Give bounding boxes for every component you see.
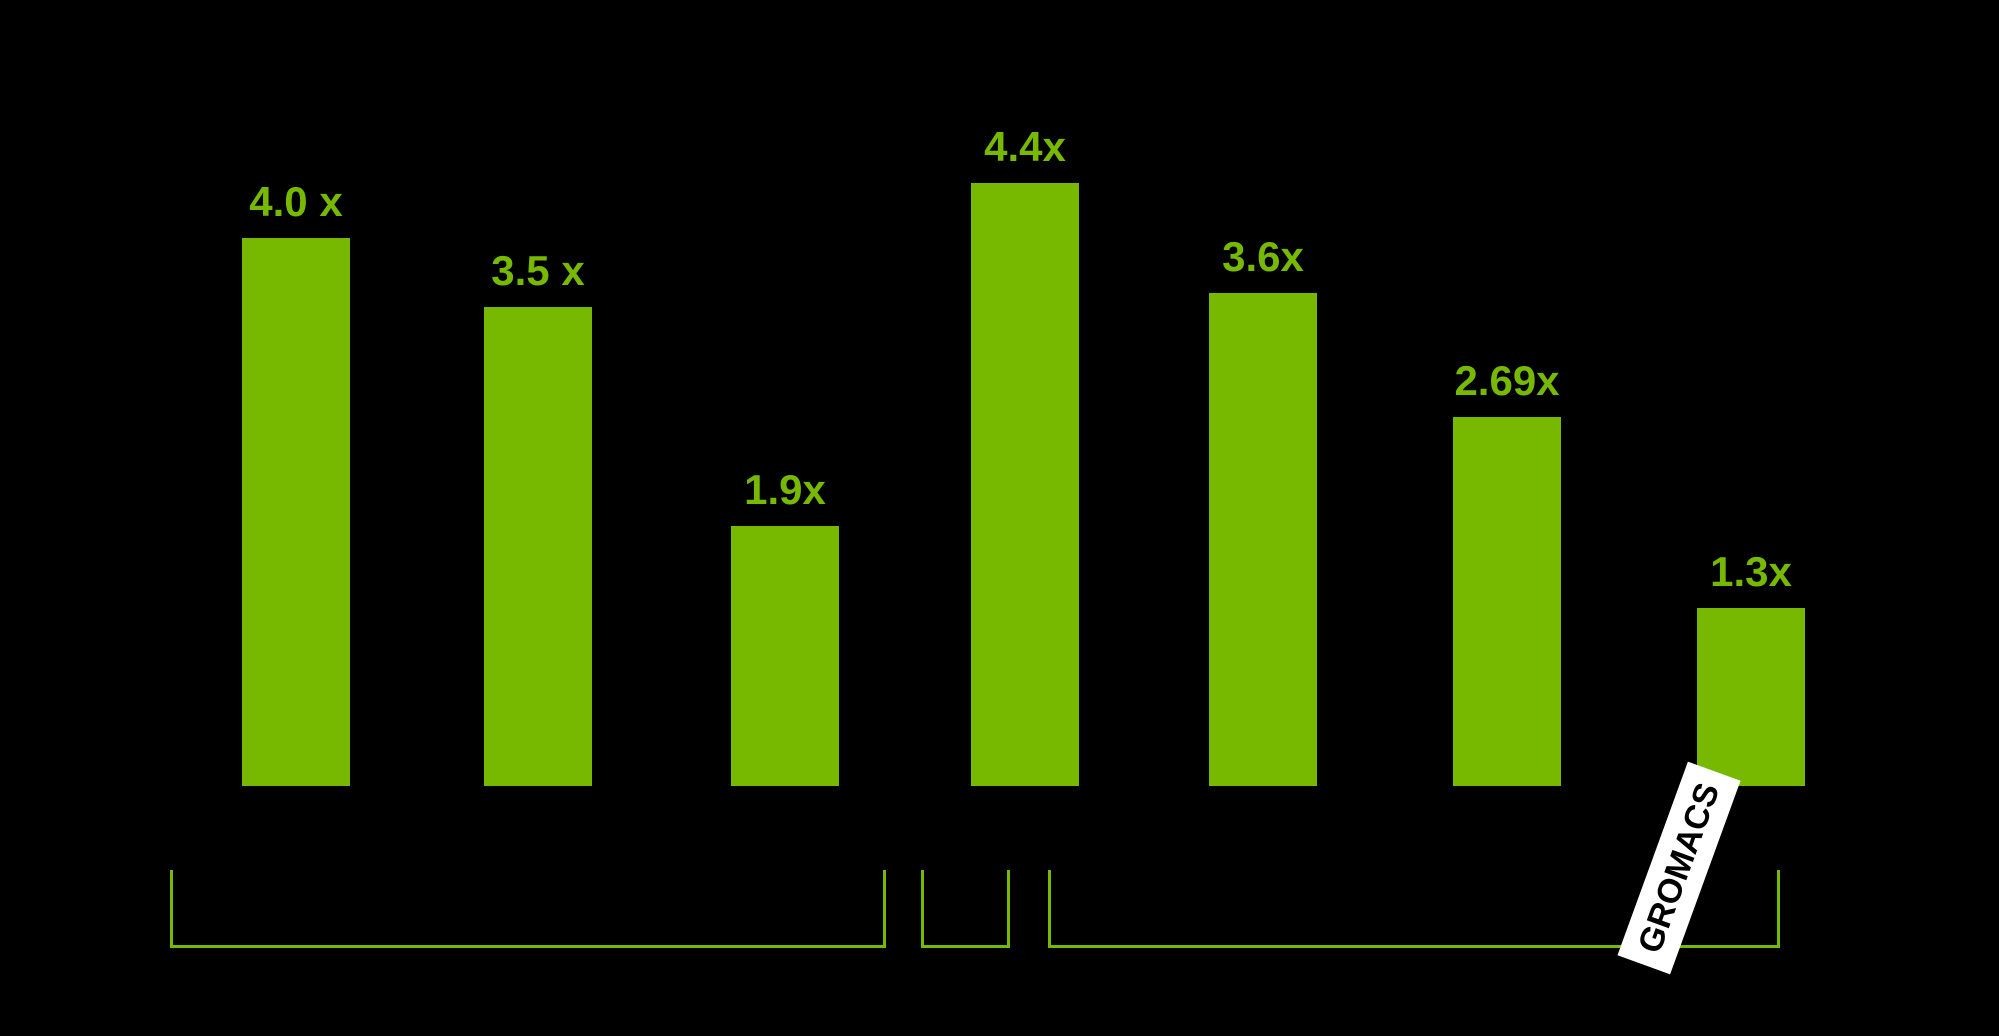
bar-label-0: 4.0 x bbox=[212, 178, 380, 226]
bar-0: 4.0 x bbox=[242, 238, 350, 786]
bar-label-3: 4.4x bbox=[941, 123, 1109, 171]
bar-1: 3.5 x bbox=[484, 307, 592, 787]
bar-5: 2.69x bbox=[1453, 417, 1561, 786]
group-bracket-1 bbox=[921, 870, 1010, 948]
bar-label-2: 1.9x bbox=[701, 466, 869, 514]
bar-label-1: 3.5 x bbox=[454, 247, 622, 295]
bar-3: 4.4x bbox=[971, 183, 1079, 786]
speedup-bar-chart: 4.0 x3.5 x1.9x4.4x3.6x2.69x1.3xGROMACS bbox=[0, 0, 1999, 1036]
bar-2: 1.9x bbox=[731, 526, 839, 786]
bar-label-4: 3.6x bbox=[1179, 233, 1347, 281]
group-bracket-0 bbox=[170, 870, 886, 948]
bar-4: 3.6x bbox=[1209, 293, 1317, 786]
bar-6: 1.3x bbox=[1697, 608, 1805, 786]
bar-label-5: 2.69x bbox=[1423, 357, 1591, 405]
bar-label-6: 1.3x bbox=[1667, 548, 1835, 596]
